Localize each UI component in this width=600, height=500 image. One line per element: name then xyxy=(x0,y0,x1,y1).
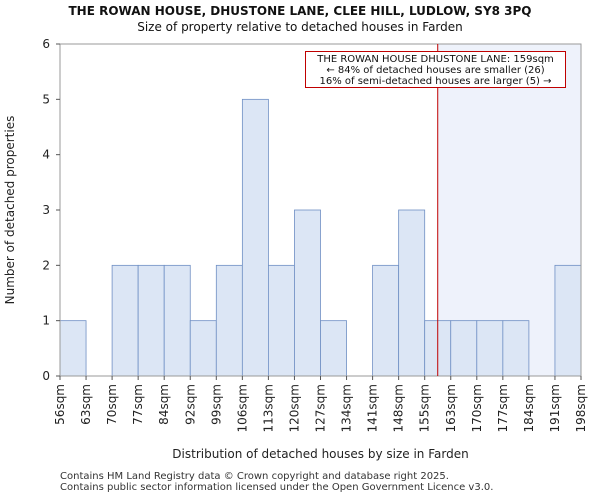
y-tick-label: 5 xyxy=(42,92,50,106)
bar-148sqm xyxy=(398,209,426,377)
x-tick-label: 148sqm xyxy=(392,384,406,432)
bar-177sqm xyxy=(502,320,530,377)
x-tick-label: 120sqm xyxy=(287,384,301,432)
x-tick-label: 84sqm xyxy=(157,384,171,425)
property-annotation: THE ROWAN HOUSE DHUSTONE LANE: 159sqm ← … xyxy=(305,51,566,88)
x-tick-label: 184sqm xyxy=(522,384,536,432)
annotation-line-1: THE ROWAN HOUSE DHUSTONE LANE: 159sqm xyxy=(317,54,554,65)
y-tick-label: 1 xyxy=(42,314,50,328)
x-tick-label: 99sqm xyxy=(209,384,223,425)
bar-120sqm xyxy=(294,209,321,377)
footer-line-2: Contains public sector information licen… xyxy=(60,482,494,493)
bar-99sqm xyxy=(215,264,243,377)
bar-141sqm xyxy=(372,264,400,377)
bar-191sqm xyxy=(554,264,582,377)
x-tick-label: 134sqm xyxy=(340,384,354,432)
x-axis-label: Distribution of detached houses by size … xyxy=(172,447,468,461)
x-tick-label: 191sqm xyxy=(548,384,562,432)
x-tick-label: 92sqm xyxy=(183,384,197,425)
chart-subtitle: Size of property relative to detached ho… xyxy=(137,20,463,34)
x-tick-label: 106sqm xyxy=(235,384,249,432)
y-axis-label: Number of detached properties xyxy=(3,116,17,305)
y-tick-label: 4 xyxy=(42,148,50,162)
x-tick-label: 127sqm xyxy=(314,384,328,432)
bar-170sqm xyxy=(476,320,504,377)
bar-113sqm xyxy=(267,264,295,377)
bar-56sqm xyxy=(59,320,87,377)
x-tick-label: 113sqm xyxy=(261,384,275,432)
x-tick-label: 155sqm xyxy=(418,384,432,432)
y-tick-label: 6 xyxy=(42,37,50,51)
bar-127sqm xyxy=(320,320,347,377)
y-axis: 0 1 2 3 4 5 6 xyxy=(42,37,60,383)
footer-line-1: Contains HM Land Registry data © Crown c… xyxy=(60,471,449,482)
x-tick-label: 77sqm xyxy=(131,384,145,425)
y-tick-label: 0 xyxy=(42,369,50,383)
annotation-line-3: 16% of semi-detached houses are larger (… xyxy=(319,76,552,87)
bar-106sqm xyxy=(241,98,269,377)
bar-84sqm xyxy=(163,264,191,377)
x-tick-label: 198sqm xyxy=(574,384,588,432)
bar-163sqm xyxy=(450,320,478,377)
x-tick-label: 70sqm xyxy=(105,384,119,425)
x-tick-label: 177sqm xyxy=(496,384,510,432)
bar-77sqm xyxy=(137,264,165,377)
x-tick-label: 141sqm xyxy=(366,384,380,432)
x-tick-label: 170sqm xyxy=(470,384,484,432)
bar-92sqm xyxy=(189,320,217,377)
chart-title: THE ROWAN HOUSE, DHUSTONE LANE, CLEE HIL… xyxy=(68,4,532,18)
footer: Contains HM Land Registry data © Crown c… xyxy=(60,471,493,493)
x-tick-label: 63sqm xyxy=(79,384,93,425)
x-axis: 56sqm 63sqm 70sqm 77sqm 84sqm 92sqm 99sqm 106sq… xyxy=(53,376,588,432)
x-tick-label: 56sqm xyxy=(53,384,67,425)
x-tick-label: 163sqm xyxy=(444,384,458,432)
y-tick-label: 2 xyxy=(42,258,50,272)
annotation-line-2: ← 84% of detached houses are smaller (26… xyxy=(326,65,545,76)
bar-70sqm xyxy=(111,264,139,377)
y-tick-label: 3 xyxy=(42,203,50,217)
